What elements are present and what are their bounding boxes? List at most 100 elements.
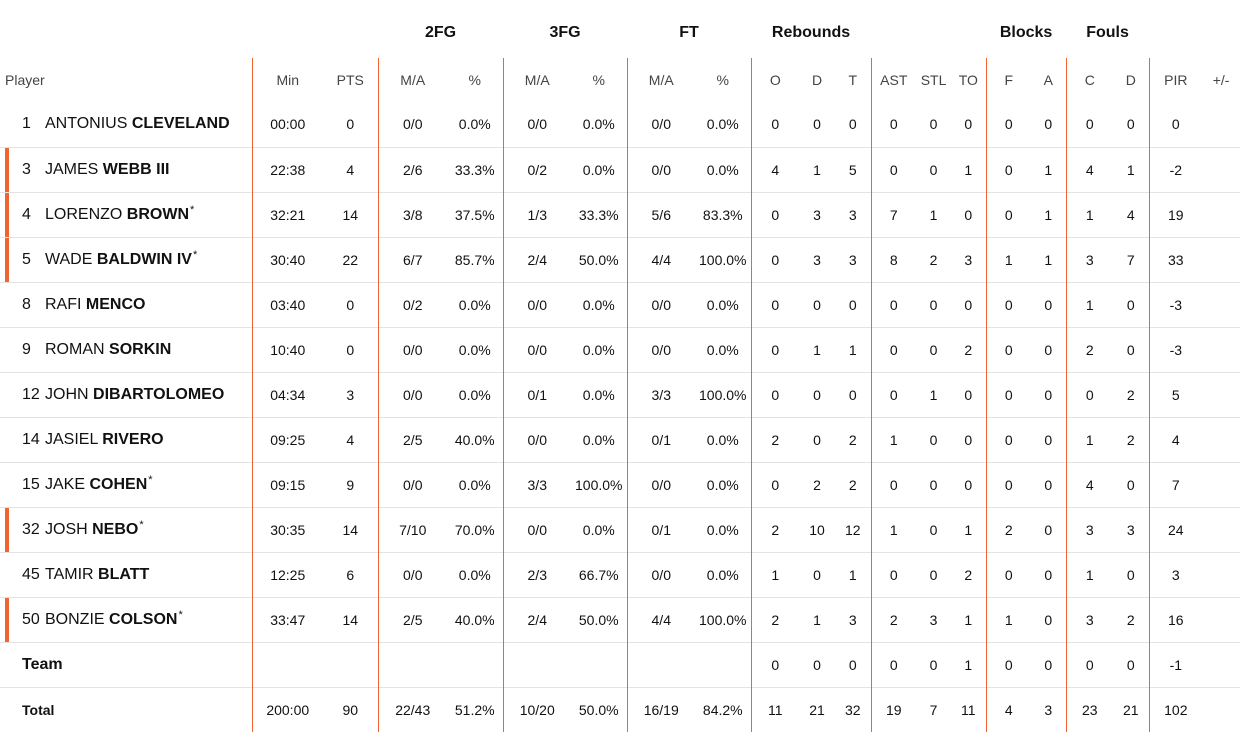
player-cell[interactable]: 45 TAMIR BLATT: [0, 551, 252, 597]
stat-2fg-ma: 0/0: [377, 326, 447, 372]
stat-ft-ma: [626, 641, 695, 687]
player-last-name: BLATT: [98, 565, 150, 583]
col-2fg-ma[interactable]: M/A: [377, 58, 447, 102]
stat-min: 09:25: [251, 416, 323, 462]
player-first-name: JASIEL: [45, 430, 98, 448]
stat-ft-ma: 5/6: [626, 191, 695, 237]
stat-ft-ma: 0/0: [626, 326, 695, 372]
stat-2fg-pct: 0.0%: [458, 116, 491, 133]
stat-ft-pct: 100.0%: [695, 596, 752, 642]
col-pts[interactable]: PTS: [336, 72, 364, 88]
star-marker: *: [148, 473, 153, 486]
stat-reb-d: 0: [799, 281, 836, 327]
stat-min: 10:40: [251, 326, 323, 372]
stat-ft-ma: 3/3: [626, 371, 695, 417]
col-reb-o[interactable]: O: [750, 58, 800, 102]
col-stl[interactable]: STL: [920, 72, 947, 88]
col-3fg-pct[interactable]: %: [592, 72, 605, 88]
col-to[interactable]: TO: [958, 72, 978, 88]
stat-2fg-pct: 70.0%: [447, 506, 503, 552]
stat-2fg-ma: 0/0: [377, 461, 447, 507]
player-last-name: WEBB III: [102, 160, 170, 178]
stat-min: 30:35: [251, 506, 323, 552]
stat-blk-f: 0: [985, 416, 1032, 462]
player-number: 14: [22, 430, 40, 448]
group-3fg: 3FG: [549, 24, 581, 41]
player-cell[interactable]: 14 JASIEL RIVERO: [0, 416, 252, 462]
stat-2fg-pct: 40.0%: [447, 596, 503, 642]
stat-foul-d: 2: [1113, 371, 1150, 417]
player-cell[interactable]: 5 WADE BALDWIN IV*: [0, 236, 252, 282]
player-number: 15: [22, 475, 40, 493]
stat-reb-o: 0: [750, 461, 800, 507]
col-foul-c[interactable]: C: [1065, 58, 1114, 102]
player-cell[interactable]: 32 JOSH NEBO*: [0, 506, 252, 552]
stat-to: 2: [951, 326, 987, 372]
player-first-name: LORENZO: [45, 205, 123, 223]
col-3fg-ma[interactable]: M/A: [502, 58, 571, 102]
stat-blk-f: 1: [985, 596, 1032, 642]
col-2fg-pct[interactable]: %: [468, 72, 481, 88]
stat-foul-d: 0: [1113, 551, 1150, 597]
stat-foul-c: 2: [1065, 326, 1114, 372]
stat-ast: 0: [870, 146, 917, 192]
col-foul-d[interactable]: D: [1125, 72, 1136, 88]
col-blk-f[interactable]: F: [985, 58, 1032, 102]
player-cell[interactable]: 1 ANTONIUS CLEVELAND: [0, 102, 252, 147]
stat-pts: 6: [323, 551, 378, 597]
player-row: 45 TAMIR BLATT 12:25 6 0/0 0.0% 2/3 66.7% 0/0 0.0…: [0, 551, 1240, 597]
stat-ft-ma: 0/0: [626, 551, 695, 597]
player-cell[interactable]: 3 JAMES WEBB III: [0, 146, 252, 192]
col-reb-d[interactable]: D: [811, 72, 823, 88]
stat-2fg-ma: 22/43: [377, 686, 447, 732]
stat-3fg-pct: 0.0%: [571, 371, 627, 417]
stat-2fg-pct: 85.7%: [447, 236, 503, 282]
stat-min: 30:40: [251, 236, 323, 282]
stat-foul-c: 4: [1065, 461, 1114, 507]
stat-stl: 1: [916, 191, 952, 237]
stat-pts: [323, 641, 378, 687]
stat-plus-minus: [1202, 236, 1240, 282]
stat-2fg-pct: 37.5%: [447, 191, 503, 237]
stat-foul-d: 2: [1113, 596, 1150, 642]
stat-blk-a: 0: [1031, 551, 1067, 597]
stat-2fg-pct: [447, 641, 503, 687]
col-blk-a[interactable]: A: [1043, 72, 1053, 88]
player-cell[interactable]: 15 JAKE COHEN*: [0, 461, 252, 507]
star-marker: *: [178, 608, 183, 621]
stat-reb-t: 0: [835, 281, 872, 327]
player-cell[interactable]: 9 ROMAN SORKIN: [0, 326, 252, 372]
player-cell[interactable]: 4 LORENZO BROWN*: [0, 191, 252, 237]
col-ft-ma[interactable]: M/A: [626, 58, 695, 102]
col-ft-pct[interactable]: %: [716, 72, 729, 88]
stat-plus-minus: [1202, 281, 1240, 327]
stat-reb-d: 2: [799, 461, 836, 507]
stat-ast: 0: [870, 551, 917, 597]
col-reb-t[interactable]: T: [848, 72, 858, 88]
stat-2fg-pct: 0.0%: [447, 281, 503, 327]
stat-ft-pct: 0.0%: [695, 146, 752, 192]
col-player[interactable]: Player: [5, 72, 45, 88]
stat-reb-o: 11: [750, 686, 800, 732]
col-plus-minus[interactable]: +/-: [1212, 72, 1230, 88]
col-ast[interactable]: AST: [870, 58, 917, 102]
col-min[interactable]: Min: [251, 58, 323, 102]
stat-plus-minus: [1202, 551, 1240, 597]
stat-3fg-pct: 33.3%: [571, 191, 627, 237]
stat-stl: 2: [916, 236, 952, 282]
player-cell[interactable]: 8 RAFI MENCO: [0, 281, 252, 327]
stat-stl: 0: [916, 551, 952, 597]
player-first-name: JOHN: [45, 385, 89, 403]
col-pir[interactable]: PIR: [1148, 58, 1203, 102]
stat-foul-d: 7: [1113, 236, 1150, 282]
stat-foul-d: 2: [1113, 416, 1150, 462]
stat-plus-minus: [1202, 326, 1240, 372]
player-cell[interactable]: 50 BONZIE COLSON*: [0, 596, 252, 642]
player-cell[interactable]: 12 JOHN DIBARTOLOMEO: [0, 371, 252, 417]
stat-pir: 24: [1148, 506, 1203, 552]
stat-ft-ma: 4/4: [626, 596, 695, 642]
player-number: 4: [22, 205, 31, 223]
stat-2fg-ma: 0/0: [377, 551, 447, 597]
stat-blk-a: 0: [1044, 116, 1053, 133]
stat-foul-c: 1: [1065, 191, 1114, 237]
